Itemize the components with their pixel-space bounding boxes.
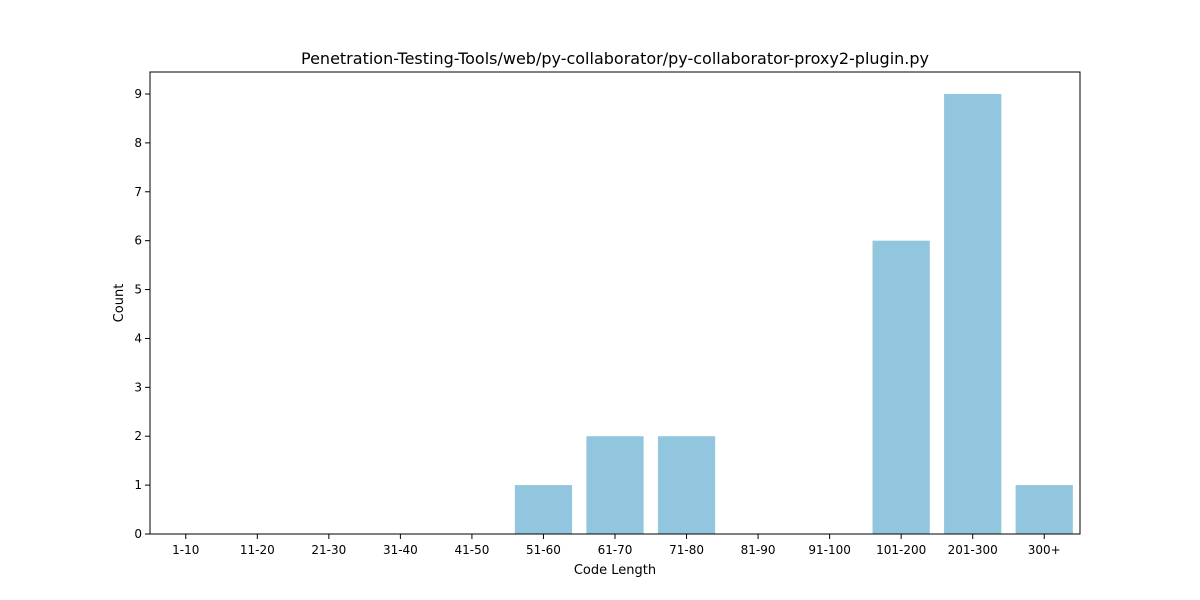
y-tick-label: 0 bbox=[134, 527, 142, 541]
bar-101-200 bbox=[872, 240, 930, 534]
bar-51-60 bbox=[514, 485, 573, 534]
x-tick-label: 11-20 bbox=[240, 543, 275, 557]
x-tick-label: 61-70 bbox=[598, 543, 633, 557]
bar-201-300 bbox=[944, 94, 1002, 534]
x-tick-label: 101-200 bbox=[876, 543, 926, 557]
bar-300+ bbox=[1015, 485, 1073, 534]
x-tick-label: 41-50 bbox=[454, 543, 489, 557]
y-tick-label: 5 bbox=[134, 283, 142, 297]
y-tick-label: 2 bbox=[134, 429, 142, 443]
y-axis-ticks: 0 1 2 3 4 5 6 7 8 9 bbox=[134, 87, 150, 541]
y-axis-label: Count bbox=[112, 284, 127, 323]
bars-group bbox=[514, 94, 1073, 534]
bar-61-70 bbox=[586, 436, 644, 534]
y-tick-label: 8 bbox=[134, 136, 142, 150]
x-tick-label: 81-90 bbox=[741, 543, 776, 557]
y-tick-label: 1 bbox=[134, 478, 142, 492]
x-tick-label: 201-300 bbox=[948, 543, 998, 557]
x-axis-ticks: 1-10 11-20 21-30 31-40 41-50 51-60 61-70 71-80 8… bbox=[172, 534, 1061, 557]
x-tick-label: 21-30 bbox=[311, 543, 346, 557]
y-tick-label: 7 bbox=[134, 185, 142, 199]
y-tick-label: 4 bbox=[134, 331, 142, 345]
bar-71-80 bbox=[657, 436, 716, 534]
x-tick-label: 91-100 bbox=[808, 543, 851, 557]
y-tick-label: 6 bbox=[134, 234, 142, 248]
x-tick-label: 1-10 bbox=[172, 543, 199, 557]
x-tick-label: 51-60 bbox=[526, 543, 561, 557]
y-tick-label: 3 bbox=[134, 380, 142, 394]
x-tick-label: 31-40 bbox=[383, 543, 418, 557]
plot-frame bbox=[149, 71, 1081, 535]
y-tick-label: 9 bbox=[134, 87, 142, 101]
x-tick-label: 71-80 bbox=[669, 543, 704, 557]
x-axis-label: Code Length bbox=[574, 563, 656, 578]
chart-title: Penetration-Testing-Tools/web/py-collabo… bbox=[301, 49, 929, 68]
x-tick-label: 300+ bbox=[1028, 543, 1061, 557]
